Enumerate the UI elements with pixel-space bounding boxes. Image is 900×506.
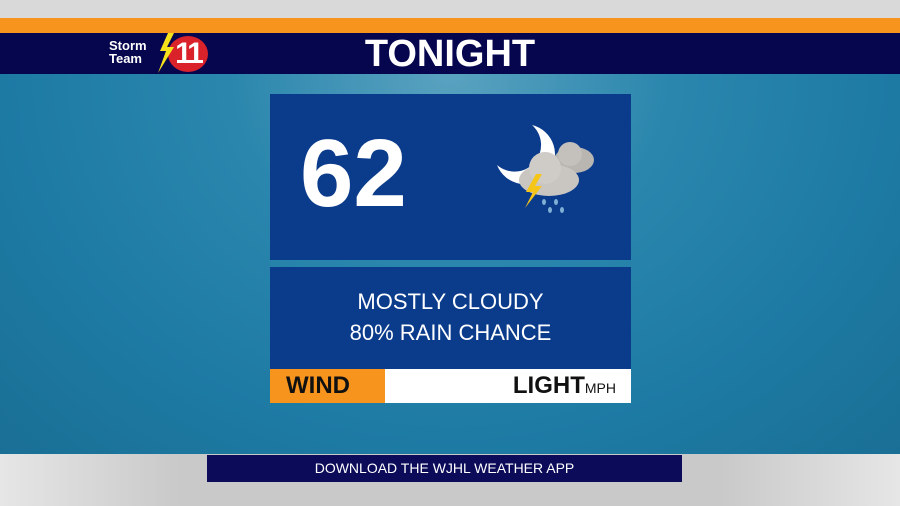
logo-text: Storm Team [109,39,147,65]
header-bar [0,33,900,74]
wind-speed: LIGHT [512,372,585,399]
condition-text: MOSTLY CLOUDY [357,289,544,314]
night-thunderstorm-rain-icon [497,125,594,213]
rain-chance: 80% RAIN CHANCE [349,320,552,345]
storm-team-11-logo: Storm Team 11 [108,33,213,73]
wind-label: WIND [270,369,385,403]
temperature-card: 62 [270,94,631,260]
orange-bar [0,18,900,33]
conditions-card: MOSTLY CLOUDY 80% RAIN CHANCE [270,267,631,369]
logo-lightning-icon [158,33,174,73]
top-strip [0,0,900,18]
logo-line1: Storm [109,38,147,53]
logo-number: 11 [168,36,208,72]
wind-value: LIGHTMPH [385,369,631,403]
logo-line2: Team [109,51,142,66]
temperature: 62 [300,120,407,227]
app-download-banner: DOWNLOAD THE WJHL WEATHER APP [207,455,682,482]
wind-bar: WIND LIGHTMPH [270,369,631,403]
page-title: TONIGHT [364,33,536,75]
wind-unit: MPH [584,380,616,396]
